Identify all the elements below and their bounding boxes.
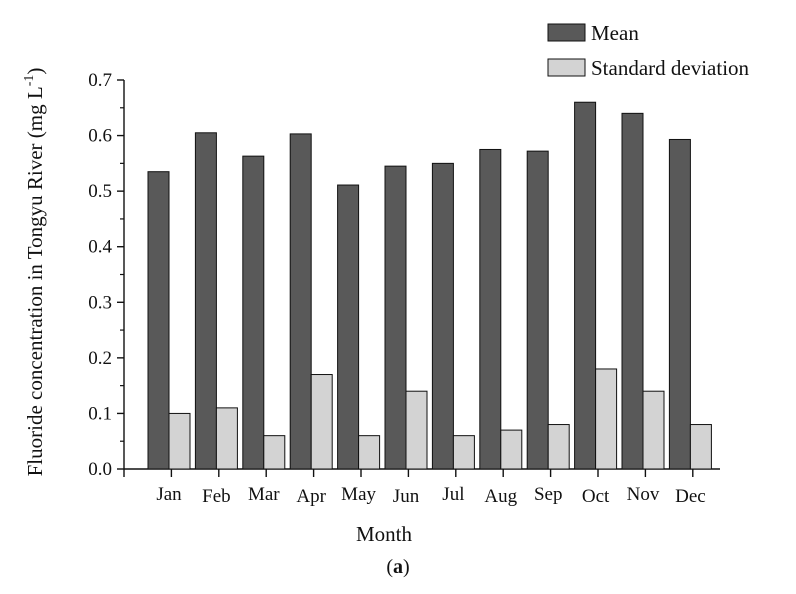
bar-std-oct [595, 368, 618, 470]
bar-std-jan [168, 412, 191, 470]
x-tick-label: Apr [296, 486, 326, 507]
legend-swatch-mean [547, 23, 586, 42]
bar-std-feb [215, 407, 238, 470]
x-axis-title: Month [356, 522, 413, 546]
y-tick-label: 0.7 [88, 70, 112, 91]
x-tick-label: Feb [202, 486, 231, 507]
bar-std-aug [500, 429, 523, 470]
bar-mean-apr [289, 133, 312, 470]
bar-mean-may [337, 184, 360, 470]
x-tick-label: Jun [393, 486, 420, 507]
bar-std-dec [689, 424, 712, 470]
x-tick-label: May [341, 484, 376, 505]
bar-std-mar [263, 435, 286, 470]
bar-mean-sep [526, 150, 549, 470]
bar-mean-jul [431, 162, 454, 470]
legend-swatch-std [547, 58, 586, 77]
y-tick-label: 0.1 [88, 403, 112, 424]
y-tick-label: 0.6 [88, 126, 112, 147]
bar-std-jun [405, 390, 428, 470]
bar-mean-mar [242, 155, 265, 470]
y-axis-title: Fluoride concentration in Tongyu River (… [22, 68, 47, 477]
legend-label-std: Standard deviation [591, 56, 750, 80]
plot-area: 0.0 0.1 0.2 0.3 0.4 0.5 0.6 0.7 Jan Feb Mar Apr May J… [88, 21, 749, 507]
legend: Mean Standard deviation [547, 21, 750, 80]
bar-mean-jun [384, 165, 407, 470]
x-tick-label: Nov [627, 484, 660, 505]
y-tick-label: 0.0 [88, 459, 112, 480]
bar-mean-oct [574, 101, 597, 470]
x-tick-label: Oct [582, 486, 610, 507]
x-tick-label: Sep [534, 484, 563, 505]
y-tick-label: 0.4 [88, 237, 112, 258]
y-tick-label: 0.2 [88, 348, 112, 369]
x-tick-label: Jan [156, 484, 182, 505]
bar-mean-jan [147, 171, 170, 470]
bar-mean-feb [194, 132, 217, 470]
x-tick-label: Aug [484, 486, 517, 507]
figure-caption: (a) [386, 556, 410, 578]
y-tick-label: 0.3 [88, 292, 112, 313]
bar-mean-nov [621, 112, 644, 470]
bar-std-apr [310, 374, 333, 470]
x-tick-label: Dec [675, 486, 706, 507]
bar-std-may [358, 435, 381, 470]
bar-std-nov [642, 390, 665, 470]
legend-label-mean: Mean [591, 21, 639, 45]
bar-mean-aug [479, 148, 502, 470]
y-tick-label: 0.5 [88, 181, 112, 202]
bar-std-jul [452, 435, 475, 470]
bar-std-sep [547, 424, 570, 470]
bar-mean-dec [668, 138, 691, 470]
x-tick-label: Mar [248, 484, 280, 505]
x-tick-label: Jul [442, 484, 464, 505]
